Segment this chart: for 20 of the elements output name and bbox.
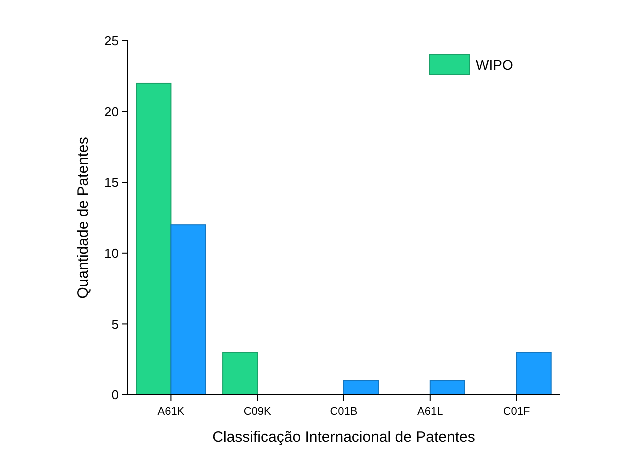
x-tick-label: A61L (418, 406, 444, 418)
x-tick-label: C09K (244, 406, 272, 418)
bar (222, 352, 258, 396)
legend-label: WIPO (476, 56, 514, 73)
y-tick-label: 0 (112, 388, 119, 403)
y-tick-label: 10 (104, 246, 119, 261)
x-tick-label: C01B (330, 406, 358, 418)
y-tick-label: 25 (104, 34, 119, 49)
y-tick-label: 15 (104, 175, 119, 190)
x-axis-title: Classificação Internacional de Patentes (212, 429, 476, 446)
y-tick-label: 5 (112, 316, 119, 332)
bar (344, 380, 380, 396)
x-tick-label: A61K (158, 406, 186, 418)
bar (136, 82, 172, 396)
x-tick-label: C01F (503, 406, 531, 418)
y-axis-title: Quantidade de Patentes (75, 137, 92, 299)
y-tick-label: 20 (104, 104, 119, 120)
bar (516, 352, 552, 396)
bar (170, 224, 206, 396)
bar (430, 380, 466, 396)
